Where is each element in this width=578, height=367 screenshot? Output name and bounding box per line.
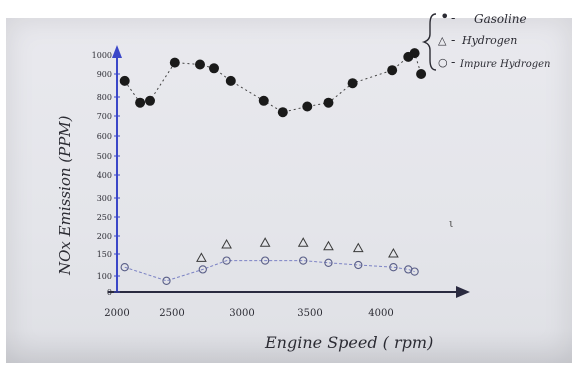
gasoline-point: [195, 59, 205, 70]
gasoline-line: [124, 52, 422, 113]
data-points: [119, 48, 427, 285]
hydrogen-point: [297, 237, 309, 247]
x-tick-label: 3500: [297, 308, 322, 319]
paper-shadow: [6, 328, 572, 363]
gasoline-point: [169, 57, 180, 68]
legend-gasoline-symbol: •: [440, 7, 449, 26]
legend-brace: [421, 13, 437, 71]
hydrogen-point: [388, 247, 399, 258]
impure-hydrogen-point: [162, 276, 171, 285]
y-tick-label: 1000: [92, 51, 112, 60]
legend-impure-hydrogen-label: Impure Hydrogen: [459, 59, 550, 70]
hydrogen-point: [352, 242, 364, 253]
x-tick-label: 2500: [159, 308, 184, 319]
hydrogen-point: [323, 240, 334, 251]
y-tick-label: 250: [97, 213, 112, 222]
legend-hydrogen-symbol: △: [438, 34, 447, 47]
y-axis-arrowhead: [112, 45, 122, 58]
gasoline-point: [416, 69, 427, 79]
gasoline-point: [209, 63, 219, 74]
gasoline-point: [258, 95, 269, 106]
legend: • - Gasoline △ - Hydrogen ○ - Impure Hyd…: [421, 7, 550, 71]
impure-hydrogen-point: [324, 258, 333, 267]
gasoline-point: [145, 95, 155, 106]
impure-hydrogen-point: [222, 256, 231, 265]
gasoline-point: [347, 78, 358, 89]
gasoline-point: [323, 97, 334, 108]
gasoline-point: [409, 48, 420, 59]
y-tick-labels: 0 100 150 200 250 300 400 500 600 700 800 900 1000: [92, 51, 120, 297]
hydrogen-point: [259, 237, 271, 247]
x-tick-label: 3000: [229, 308, 254, 319]
y-tick-label: 100: [97, 272, 112, 281]
impure-hydrogen-point: [354, 260, 363, 270]
paper-background: [6, 18, 572, 363]
stray-pencil-mark: ι: [449, 217, 453, 230]
y-tick-label: 200: [97, 232, 112, 241]
y-tick-label: 500: [97, 152, 112, 161]
legend-dash-3: -: [451, 55, 455, 70]
y-tick-label: 600: [97, 132, 112, 141]
gasoline-point: [277, 107, 288, 118]
gasoline-point: [225, 75, 236, 86]
impure-hydrogen-point: [299, 256, 308, 265]
legend-hydrogen-label: Hydrogen: [461, 34, 517, 47]
y-tick-label: 800: [97, 93, 112, 102]
impure-hydrogen-point: [260, 256, 270, 265]
x-tick-label: 4000: [368, 308, 393, 319]
impure-hydrogen-point: [389, 263, 398, 272]
impure-hydrogen-point: [410, 267, 419, 276]
impure-hydrogen-point: [120, 263, 129, 272]
y-axis-label: NOx Emission (PPM): [56, 115, 74, 276]
y-tick-label: 0: [107, 288, 112, 297]
impure-hydrogen-point: [198, 265, 207, 274]
legend-gasoline-label: Gasoline: [474, 12, 527, 26]
x-axis-arrowhead: [456, 286, 470, 298]
x-tick-labels: 2000 2500 3000 3500 4000: [104, 308, 393, 319]
y-tick-label: 900: [97, 70, 112, 79]
y-tick-label: 700: [97, 112, 112, 121]
gasoline-point: [387, 65, 398, 76]
gasoline-dotted-line: [124, 52, 422, 113]
y-tick-label: 400: [97, 171, 112, 180]
y-tick-label: 300: [97, 194, 112, 203]
legend-dash-2: -: [451, 33, 455, 48]
x-axis-label: Engine Speed ( rpm): [264, 333, 433, 352]
hydrogen-point: [196, 252, 207, 262]
gasoline-point: [302, 101, 313, 112]
gasoline-point: [119, 75, 130, 86]
x-tick-label: 2000: [104, 308, 129, 319]
gasoline-point: [135, 97, 146, 108]
legend-impure-hydrogen-symbol: ○: [438, 56, 448, 69]
legend-dash-1: -: [451, 11, 455, 26]
hydrogen-point: [221, 238, 232, 249]
y-tick-label: 150: [97, 250, 112, 259]
